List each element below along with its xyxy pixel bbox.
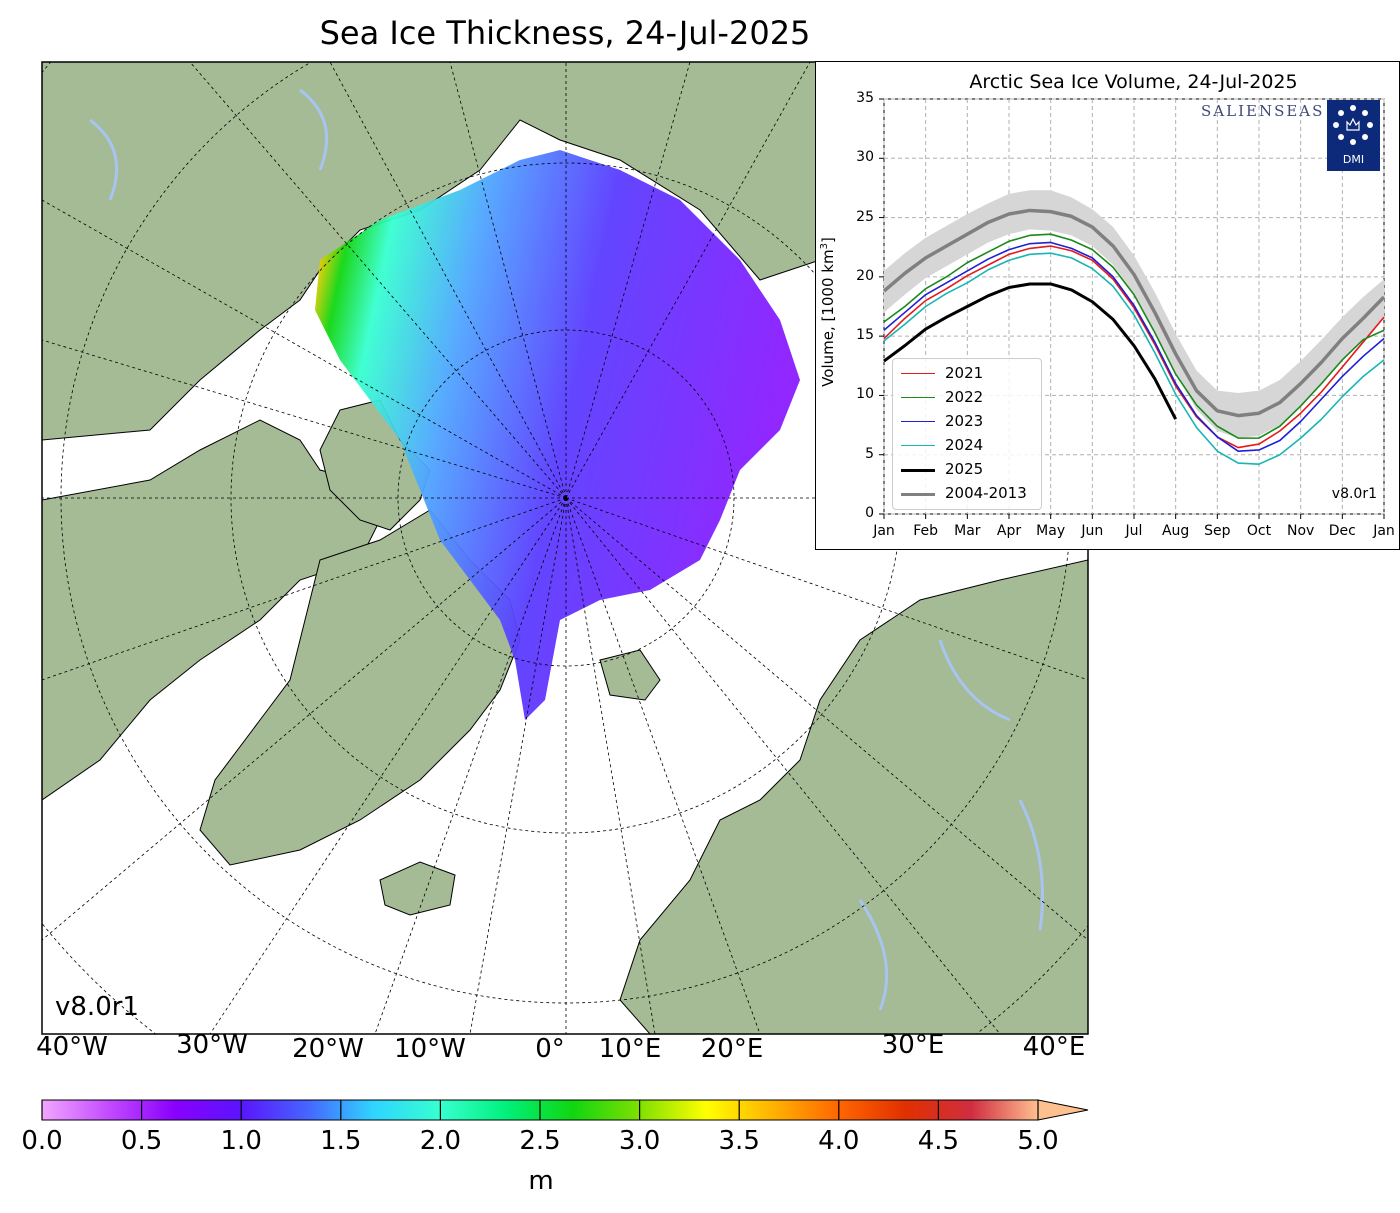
y-tick-label: 0 <box>865 505 874 521</box>
colorbar-tick-label: 0.0 <box>21 1126 63 1156</box>
y-tick-label: 10 <box>856 386 874 403</box>
series-line-2022 <box>883 233 1385 439</box>
longitude-label: 10°W <box>394 1034 466 1064</box>
x-tick-label: Dec <box>1328 523 1356 539</box>
series-line-2023 <box>883 241 1385 452</box>
x-tick-label: Apr <box>996 523 1022 539</box>
legend-entry: 2004-2013 <box>893 483 1041 505</box>
x-tick-label: Nov <box>1286 523 1315 539</box>
x-tick-label: Feb <box>913 523 939 539</box>
legend-swatch <box>901 397 935 398</box>
longitude-label: 40°E <box>1022 1032 1086 1062</box>
x-tick-label: Aug <box>1161 523 1190 539</box>
colorbar-tick-label: 4.0 <box>818 1126 860 1156</box>
colorbar-tick-label: 3.5 <box>718 1126 760 1156</box>
colorbar-tick-label: 5.0 <box>1017 1126 1059 1156</box>
longitude-label: 0° <box>535 1034 565 1064</box>
x-tick-label: May <box>1036 523 1066 539</box>
legend-label: 2022 <box>945 388 984 406</box>
dmi-logo-text: DMI <box>1342 153 1365 166</box>
rivers <box>89 88 1044 1011</box>
north-america-land <box>42 419 381 801</box>
colorbar-tick-label: 0.5 <box>120 1126 163 1156</box>
legend-label: 2025 <box>945 460 984 478</box>
y-tick-label: 20 <box>856 267 874 284</box>
x-tick-label: Jan <box>1373 523 1395 539</box>
x-tick-label: Mar <box>954 523 981 539</box>
legend-swatch <box>901 445 935 446</box>
colorbar-tick-label: 1.5 <box>320 1126 362 1156</box>
series-line-2025 <box>883 282 1177 420</box>
x-tick-label: Sep <box>1204 523 1231 539</box>
legend-entry: 2024 <box>893 435 1041 457</box>
dmi-logo: DMI <box>1327 100 1380 171</box>
colorbar <box>41 1099 1089 1121</box>
series-line-2021 <box>883 245 1385 449</box>
europe-land <box>619 559 1088 1034</box>
legend-entry: 2023 <box>893 411 1041 433</box>
x-tick-label: Jul <box>1125 523 1143 539</box>
siberia-land <box>42 62 821 441</box>
x-tick-label: Oct <box>1246 523 1272 539</box>
colorbar-tick-label: 4.5 <box>917 1126 960 1156</box>
map-version-label: v8.0r1 <box>55 992 139 1022</box>
legend-swatch <box>901 421 935 422</box>
y-tick-label: 25 <box>856 208 874 225</box>
salienseas-logo: SALIENSEAS <box>1201 102 1325 120</box>
inset-chart-title: Arctic Sea Ice Volume, 24-Jul-2025 <box>969 71 1298 93</box>
legend-entry: 2022 <box>893 387 1041 409</box>
inset-version-label: v8.0r1 <box>1331 486 1377 502</box>
series-line-2004-2013 <box>882 208 1386 418</box>
longitude-label: 10°E <box>598 1034 662 1064</box>
colorbar-tick-label: 3.0 <box>618 1126 661 1156</box>
sea-ice-area <box>315 150 800 720</box>
longitude-label: 40°W <box>36 1032 108 1062</box>
iceland-land <box>379 861 456 916</box>
map-title: Sea Ice Thickness, 24-Jul-2025 <box>319 14 811 52</box>
legend-label: 2004-2013 <box>945 484 1027 502</box>
legend-swatch <box>901 373 935 374</box>
longitude-label: 20°W <box>292 1034 364 1064</box>
legend-entry: 2025 <box>893 459 1041 481</box>
x-tick-label: Jan <box>873 523 895 539</box>
colorbar-tick-label: 2.5 <box>519 1126 561 1156</box>
legend-swatch <box>901 493 935 496</box>
legend-label: 2023 <box>945 412 984 430</box>
volume-inset: Arctic Sea Ice Volume, 24-Jul-2025 Volum… <box>815 61 1400 550</box>
legend-entry: 2021 <box>893 363 1041 385</box>
y-tick-label: 30 <box>856 149 874 166</box>
legend-label: 2021 <box>945 364 984 382</box>
y-tick-label: 15 <box>856 327 874 344</box>
legend-swatch <box>901 469 935 472</box>
legend-label: 2024 <box>945 436 984 454</box>
longitude-label: 30°W <box>176 1030 248 1060</box>
x-tick-label: Jun <box>1081 523 1104 539</box>
colorbar-tick-label: 2.0 <box>419 1126 462 1156</box>
y-tick-label: 35 <box>856 90 874 106</box>
longitude-label: 30°E <box>881 1030 945 1060</box>
inset-y-axis-label: Volume, [1000 km3] <box>819 237 837 387</box>
crown-icon <box>1333 105 1373 145</box>
y-tick-label: 5 <box>865 445 874 462</box>
colorbar-unit: m <box>528 1166 554 1196</box>
inset-legend: 2021 2022 2023 2024 2025 2004-2013 <box>892 358 1042 510</box>
longitude-label: 20°E <box>700 1034 764 1064</box>
colorbar-tick-label: 1.0 <box>220 1126 262 1156</box>
series-line-2024 <box>883 252 1385 466</box>
